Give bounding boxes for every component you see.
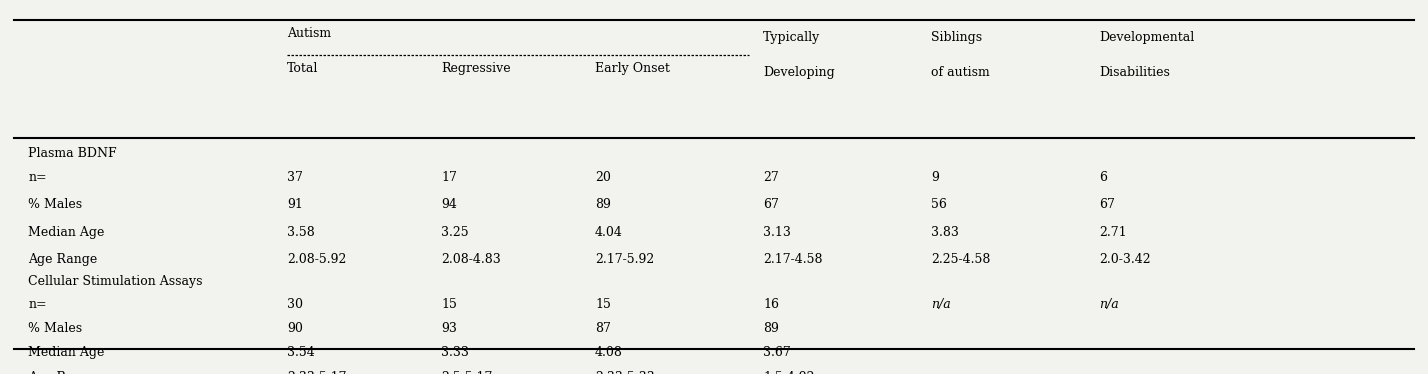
Text: 91: 91 <box>287 198 303 211</box>
Text: 30: 30 <box>287 298 303 311</box>
Text: 2.0-3.42: 2.0-3.42 <box>1100 253 1151 266</box>
Text: Siblings: Siblings <box>931 31 982 43</box>
Text: 3.13: 3.13 <box>763 226 791 239</box>
Text: 90: 90 <box>287 322 303 335</box>
Text: 87: 87 <box>595 322 611 335</box>
Text: 17: 17 <box>441 171 457 184</box>
Text: 15: 15 <box>441 298 457 311</box>
Text: Developing: Developing <box>763 66 835 79</box>
Text: 27: 27 <box>763 171 778 184</box>
Text: Age Range: Age Range <box>29 371 97 374</box>
Text: 67: 67 <box>763 198 778 211</box>
Text: 9: 9 <box>931 171 938 184</box>
Text: Total: Total <box>287 62 318 75</box>
Text: 2.08-4.83: 2.08-4.83 <box>441 253 501 266</box>
Text: 3.33: 3.33 <box>441 346 468 359</box>
Text: n=: n= <box>29 171 47 184</box>
Text: Age Range: Age Range <box>29 253 97 266</box>
Text: 2.71: 2.71 <box>1100 226 1127 239</box>
Text: 3.54: 3.54 <box>287 346 316 359</box>
Text: 2.25-4.58: 2.25-4.58 <box>931 253 990 266</box>
Text: Median Age: Median Age <box>29 346 104 359</box>
Text: 2.33-5.17: 2.33-5.17 <box>287 371 347 374</box>
Text: 3.67: 3.67 <box>763 346 791 359</box>
Text: 2.17-5.92: 2.17-5.92 <box>595 253 654 266</box>
Text: Disabilities: Disabilities <box>1100 66 1170 79</box>
Text: Plasma BDNF: Plasma BDNF <box>29 147 117 160</box>
Text: 6: 6 <box>1100 171 1107 184</box>
Text: % Males: % Males <box>29 198 83 211</box>
Text: Autism: Autism <box>287 27 331 40</box>
Text: 3.25: 3.25 <box>441 226 468 239</box>
Text: n=: n= <box>29 298 47 311</box>
Text: 4.08: 4.08 <box>595 346 623 359</box>
Text: 4.04: 4.04 <box>595 226 623 239</box>
Text: 89: 89 <box>595 198 611 211</box>
Text: of autism: of autism <box>931 66 990 79</box>
Text: 16: 16 <box>763 298 780 311</box>
Text: 20: 20 <box>595 171 611 184</box>
Text: 56: 56 <box>931 198 947 211</box>
Text: 2.5-5.17: 2.5-5.17 <box>441 371 493 374</box>
Text: Early Onset: Early Onset <box>595 62 670 75</box>
Text: 3.58: 3.58 <box>287 226 316 239</box>
Text: 2.33-5.33: 2.33-5.33 <box>595 371 654 374</box>
Text: 15: 15 <box>595 298 611 311</box>
Text: Cellular Stimulation Assays: Cellular Stimulation Assays <box>29 275 203 288</box>
Text: 89: 89 <box>763 322 778 335</box>
Text: n/a: n/a <box>931 298 951 311</box>
Text: Typically: Typically <box>763 31 820 43</box>
Text: 1.5-4.92: 1.5-4.92 <box>763 371 814 374</box>
Text: 37: 37 <box>287 171 303 184</box>
Text: n/a: n/a <box>1100 298 1118 311</box>
Text: 2.08-5.92: 2.08-5.92 <box>287 253 347 266</box>
Text: Median Age: Median Age <box>29 226 104 239</box>
Text: 2.17-4.58: 2.17-4.58 <box>763 253 823 266</box>
Text: 3.83: 3.83 <box>931 226 958 239</box>
Text: % Males: % Males <box>29 322 83 335</box>
Text: 93: 93 <box>441 322 457 335</box>
Text: 94: 94 <box>441 198 457 211</box>
Text: 67: 67 <box>1100 198 1115 211</box>
Text: Developmental: Developmental <box>1100 31 1194 43</box>
Text: Regressive: Regressive <box>441 62 511 75</box>
